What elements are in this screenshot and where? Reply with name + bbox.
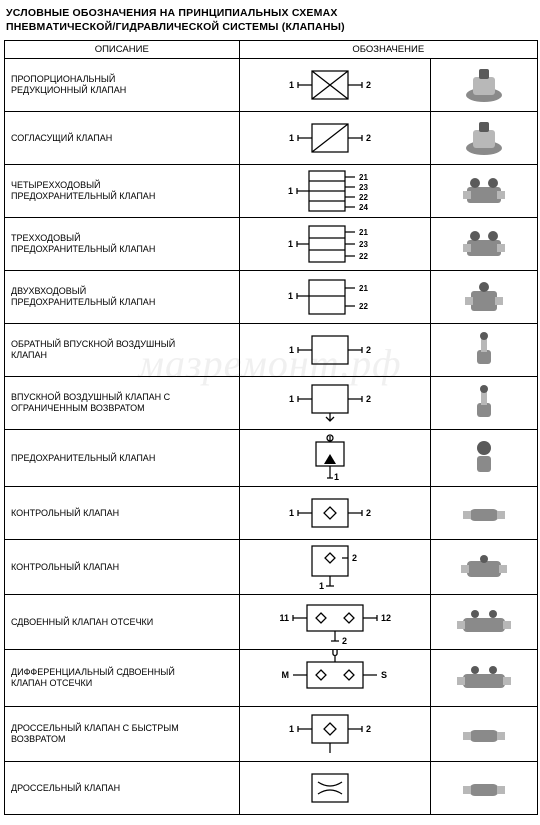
table-row: СОГЛАСУЩИЙ КЛАПАН12 xyxy=(5,112,538,165)
table-row: ОБРАТНЫЙ ВПУСКНОЙ ВОЗДУШНЫЙКЛАПАН12 xyxy=(5,324,538,377)
svg-text:2: 2 xyxy=(366,345,371,355)
table-row: ДИФФЕРЕНЦИАЛЬНЫЙ СДВОЕННЫЙКЛАПАН ОТСЕЧКИ… xyxy=(5,650,538,707)
table-row: ДВУХВХОДОВЫЙПРЕДОХРАНИТЕЛЬНЫЙ КЛАПАН 1 21 2… xyxy=(5,271,538,324)
desc-cell: ПРОПОРЦИОНАЛЬНЫЙРЕДУКЦИОННЫЙ КЛАПАН xyxy=(5,59,240,112)
title-line-1: УСЛОВНЫЕ ОБОЗНАЧЕНИЯ НА ПРИНЦИПИАЛЬНЫХ С… xyxy=(6,7,338,19)
desc-cell: ПРЕДОХРАНИТЕЛЬНЫЙ КЛАПАН xyxy=(5,430,240,487)
desc-cell: ОБРАТНЫЙ ВПУСКНОЙ ВОЗДУШНЫЙКЛАПАН xyxy=(5,324,240,377)
desc-cell: СДВОЕННЫЙ КЛАПАН ОТСЕЧКИ xyxy=(5,595,240,650)
header-symbol: ОБОЗНАЧЕНИЕ xyxy=(239,41,537,59)
photo-cell xyxy=(431,377,538,430)
symbol-cell: 12 xyxy=(239,707,431,762)
photo-cell xyxy=(431,595,538,650)
table-row: ВПУСКНОЙ ВОЗДУШНЫЙ КЛАПАН СОГРАНИЧЕННЫМ … xyxy=(5,377,538,430)
page-root: УСЛОВНЫЕ ОБОЗНАЧЕНИЯ НА ПРИНЦИПИАЛЬНЫХ С… xyxy=(0,0,540,825)
svg-text:1: 1 xyxy=(319,581,324,591)
symbol-cell: 12 xyxy=(239,112,431,165)
header-desc: ОПИСАНИЕ xyxy=(5,41,240,59)
table-row: КОНТРОЛЬНЫЙ КЛАПАН21 xyxy=(5,540,538,595)
page-title: УСЛОВНЫЕ ОБОЗНАЧЕНИЯ НА ПРИНЦИПИАЛЬНЫХ С… xyxy=(6,6,538,34)
title-line-2: ПНЕВМАТИЧЕСКОЙ/ГИДРАВЛИЧЕСКОЙ СИСТЕМЫ (К… xyxy=(6,21,345,33)
photo-cell xyxy=(431,430,538,487)
svg-text:M: M xyxy=(281,670,289,680)
svg-text:1: 1 xyxy=(289,394,294,404)
photo-cell xyxy=(431,487,538,540)
svg-text:2: 2 xyxy=(366,724,371,734)
svg-text:2: 2 xyxy=(352,553,357,563)
desc-cell: ЧЕТЫРЕХХОДОВЫЙПРЕДОХРАНИТЕЛЬНЫЙ КЛАПАН xyxy=(5,165,240,218)
svg-text:21: 21 xyxy=(359,284,368,293)
table-row: ДРОССЕЛЬНЫЙ КЛАПАН С БЫСТРЫМВОЗВРАТОМ12 xyxy=(5,707,538,762)
svg-text:1: 1 xyxy=(288,239,293,249)
symbol-cell: 1 21 23 22 xyxy=(239,218,431,271)
table-header-row: ОПИСАНИЕ ОБОЗНАЧЕНИЕ xyxy=(5,41,538,59)
svg-text:22: 22 xyxy=(359,252,368,261)
symbol-cell: 12 xyxy=(239,324,431,377)
desc-cell: ДВУХВХОДОВЫЙПРЕДОХРАНИТЕЛЬНЫЙ КЛАПАН xyxy=(5,271,240,324)
svg-text:1: 1 xyxy=(288,186,293,196)
table-row: ЧЕТЫРЕХХОДОВЫЙПРЕДОХРАНИТЕЛЬНЫЙ КЛАПАН 1 2… xyxy=(5,165,538,218)
table-row: КОНТРОЛЬНЫЙ КЛАПАН12 xyxy=(5,487,538,540)
symbol-cell xyxy=(239,762,431,815)
photo-cell xyxy=(431,540,538,595)
svg-text:2: 2 xyxy=(342,636,347,646)
symbol-cell: 12 xyxy=(239,377,431,430)
svg-text:1: 1 xyxy=(289,80,294,90)
photo-cell xyxy=(431,707,538,762)
desc-cell: ДИФФЕРЕНЦИАЛЬНЫЙ СДВОЕННЫЙКЛАПАН ОТСЕЧКИ xyxy=(5,650,240,707)
photo-cell xyxy=(431,324,538,377)
table-row: ПРОПОРЦИОНАЛЬНЫЙРЕДУКЦИОННЫЙ КЛАПАН12 xyxy=(5,59,538,112)
photo-cell xyxy=(431,165,538,218)
symbol-cell: 1 21 22 xyxy=(239,271,431,324)
svg-text:1: 1 xyxy=(289,508,294,518)
table-row: ПРЕДОХРАНИТЕЛЬНЫЙ КЛАПАН 1 xyxy=(5,430,538,487)
photo-cell xyxy=(431,650,538,707)
symbol-cell: 11 12 2 xyxy=(239,595,431,650)
symbol-cell: U M S xyxy=(239,650,431,707)
symbol-cell: 12 xyxy=(239,59,431,112)
svg-text:S: S xyxy=(381,670,387,680)
svg-text:2: 2 xyxy=(366,508,371,518)
svg-text:U: U xyxy=(332,648,339,658)
desc-cell: СОГЛАСУЩИЙ КЛАПАН xyxy=(5,112,240,165)
svg-text:23: 23 xyxy=(359,240,368,249)
svg-text:22: 22 xyxy=(359,193,368,202)
photo-cell xyxy=(431,112,538,165)
photo-cell xyxy=(431,271,538,324)
photo-cell xyxy=(431,59,538,112)
svg-text:1: 1 xyxy=(289,345,294,355)
svg-text:1: 1 xyxy=(288,291,293,301)
photo-cell xyxy=(431,762,538,815)
desc-cell: ДРОССЕЛЬНЫЙ КЛАПАН С БЫСТРЫМВОЗВРАТОМ xyxy=(5,707,240,762)
symbol-cell: 12 xyxy=(239,487,431,540)
table-row: ТРЕХХОДОВЫЙПРЕДОХРАНИТЕЛЬНЫЙ КЛАПАН 1 21 23… xyxy=(5,218,538,271)
svg-text:1: 1 xyxy=(289,133,294,143)
svg-text:2: 2 xyxy=(366,80,371,90)
svg-text:2: 2 xyxy=(366,133,371,143)
desc-cell: ТРЕХХОДОВЫЙПРЕДОХРАНИТЕЛЬНЫЙ КЛАПАН xyxy=(5,218,240,271)
svg-text:21: 21 xyxy=(359,173,368,182)
desc-cell: КОНТРОЛЬНЫЙ КЛАПАН xyxy=(5,487,240,540)
svg-text:22: 22 xyxy=(359,302,368,311)
svg-text:23: 23 xyxy=(359,183,368,192)
svg-text:11: 11 xyxy=(279,613,289,623)
photo-cell xyxy=(431,218,538,271)
table-row: ДРОССЕЛЬНЫЙ КЛАПАН xyxy=(5,762,538,815)
legend-table: ОПИСАНИЕ ОБОЗНАЧЕНИЕ ПРОПОРЦИОНАЛЬНЫЙРЕД… xyxy=(4,40,538,815)
desc-cell: ДРОССЕЛЬНЫЙ КЛАПАН xyxy=(5,762,240,815)
svg-text:24: 24 xyxy=(359,203,368,212)
desc-cell: ВПУСКНОЙ ВОЗДУШНЫЙ КЛАПАН СОГРАНИЧЕННЫМ … xyxy=(5,377,240,430)
svg-text:1: 1 xyxy=(334,472,339,482)
svg-text:12: 12 xyxy=(381,613,391,623)
svg-text:2: 2 xyxy=(366,394,371,404)
symbol-cell: 1 xyxy=(239,430,431,487)
svg-text:1: 1 xyxy=(289,724,294,734)
table-row: СДВОЕННЫЙ КЛАПАН ОТСЕЧКИ 11 12 2 xyxy=(5,595,538,650)
symbol-cell: 21 xyxy=(239,540,431,595)
svg-text:21: 21 xyxy=(359,228,368,237)
symbol-cell: 1 21232224 xyxy=(239,165,431,218)
desc-cell: КОНТРОЛЬНЫЙ КЛАПАН xyxy=(5,540,240,595)
